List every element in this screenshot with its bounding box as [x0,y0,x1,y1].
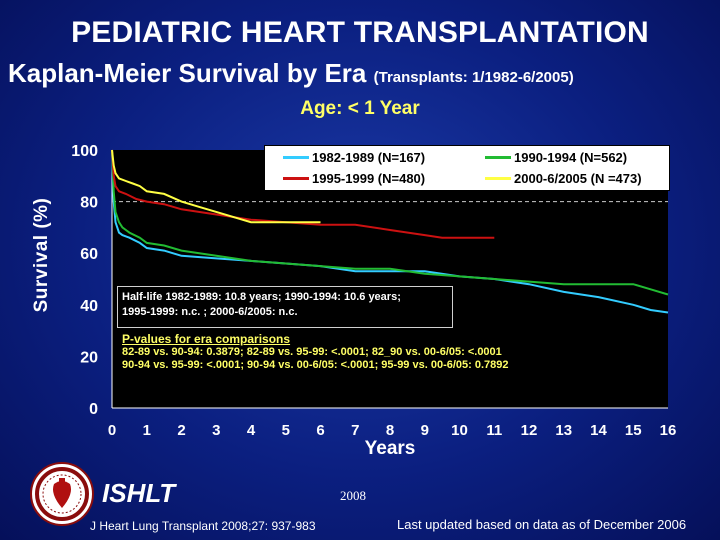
y-axis-label: Survival (%) [31,197,52,313]
footer-year: 2008 [340,488,366,503]
legend-label: 1995-1999 (N=480) [312,171,426,186]
legend-item: 1995-1999 (N=480) [283,171,425,186]
x-tick-label: 11 [486,422,502,439]
chart-subtitle: Age: < 1 Year [300,98,420,119]
legend-swatch [283,156,309,159]
ishlt-logo-icon [30,462,94,526]
legend-item: 1990-1994 (N=562) [485,150,627,165]
legend-swatch [283,177,309,180]
chart-title: Kaplan-Meier Survival by Era (Transplant… [8,58,574,89]
halflife-line: Half-life 1982-1989: 10.8 years; 1990-19… [122,291,401,303]
pvalue-block: P-values for era comparisons 82-89 vs. 9… [122,333,509,372]
series-line [111,149,321,224]
x-tick-label: 16 [660,422,677,439]
x-tick-label: 12 [521,422,538,439]
x-tick-label: 9 [421,422,429,439]
pvalue-line: 82-89 vs. 90-94: 0.3879; 82-89 vs. 95-99… [122,346,502,358]
legend-item: 1982-1989 (N=167) [283,150,425,165]
last-updated: Last updated based on data as of Decembe… [397,517,687,532]
x-tick-label: 2 [177,422,185,439]
x-tick-label: 8 [386,422,394,439]
x-tick-label: 1 [143,422,151,439]
y-tick-label: 40 [80,298,98,315]
y-tick-label: 100 [71,143,98,160]
legend-label: 1982-1989 (N=167) [312,150,426,165]
chart-legend: 1982-1989 (N=167) 1990-1994 (N=562) 1995… [264,145,670,191]
chart-title-main: Kaplan-Meier Survival by Era [8,58,367,88]
pvalue-line: 90-94 vs. 95-99: <.0001; 90-94 vs. 00-6/… [122,359,509,371]
x-tick-label: 5 [282,422,290,439]
org-name: ISHLT [102,478,176,508]
halflife-box: Half-life 1982-1989: 10.8 years; 1990-19… [117,286,453,328]
y-tick-label: 80 [80,195,98,212]
chart-title-range: (Transplants: 1/1982-6/2005) [373,69,574,86]
x-tick-label: 7 [351,422,359,439]
series-line [111,149,669,296]
y-tick-label: 60 [80,246,98,263]
pvalue-heading: P-values for era comparisons [122,332,291,346]
legend-swatch [485,177,511,180]
legend-label: 2000-6/2005 (N =473) [514,171,642,186]
x-tick-label: 6 [316,422,324,439]
legend-label: 1990-1994 (N=562) [514,150,628,165]
x-tick-label: 3 [212,422,220,439]
plot-area [112,150,668,408]
x-tick-label: 0 [108,422,116,439]
page-title: PEDIATRIC HEART TRANSPLANTATION [71,16,649,49]
x-axis-label: Years [365,438,416,459]
ishlt-logo-graphic [35,467,89,521]
y-tick-label: 0 [89,401,98,418]
y-tick-label: 20 [80,349,98,366]
x-tick-label: 13 [555,422,572,439]
x-tick-label: 14 [590,422,607,439]
legend-item: 2000-6/2005 (N =473) [485,171,642,186]
x-tick-label: 4 [247,422,256,439]
x-tick-label: 15 [625,422,642,439]
halflife-line: 1995-1999: n.c. ; 2000-6/2005: n.c. [122,306,298,318]
x-tick-label: 10 [451,422,468,439]
citation: J Heart Lung Transplant 2008;27: 937-983 [90,519,316,533]
legend-swatch [485,156,511,159]
